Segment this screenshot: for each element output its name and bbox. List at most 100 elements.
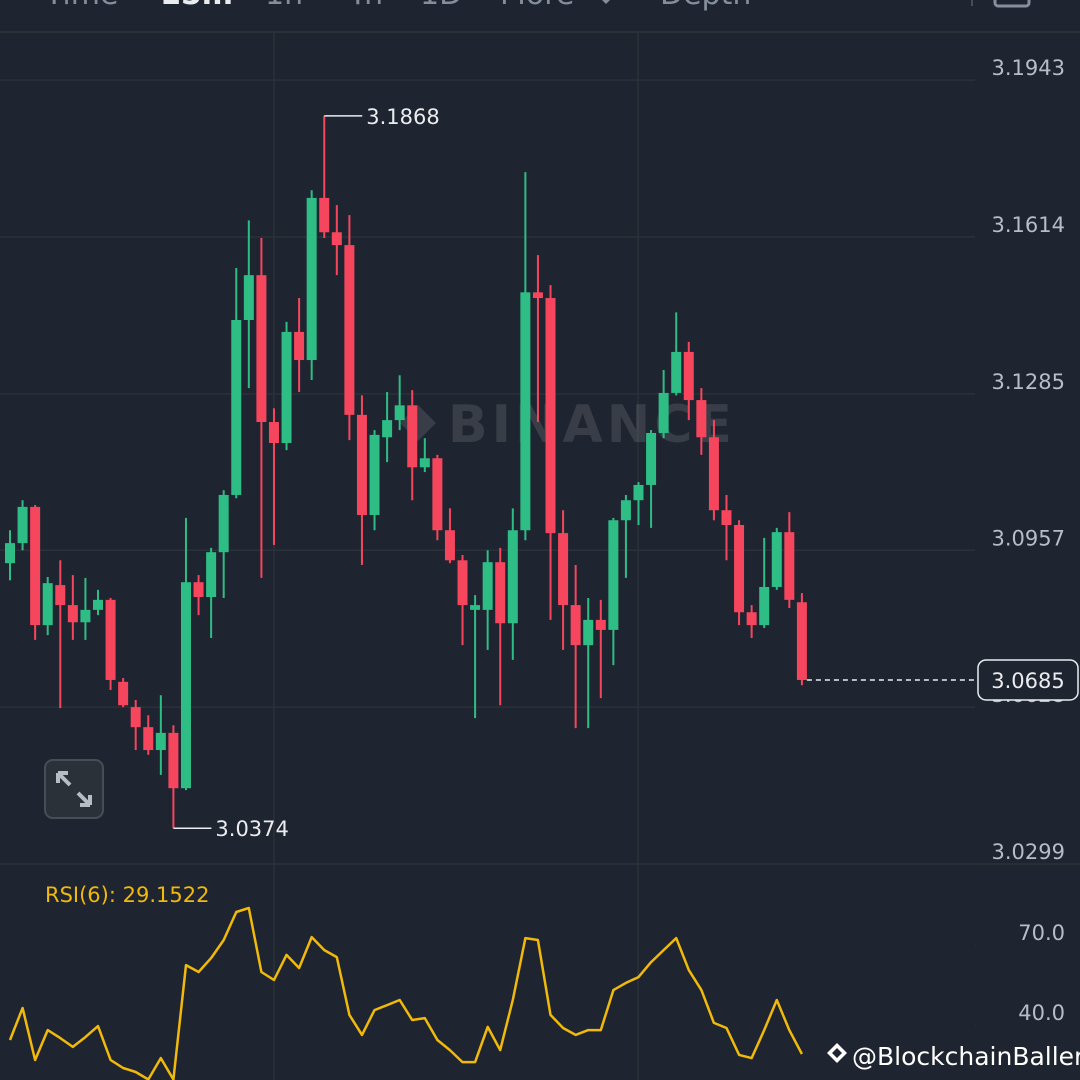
candle-body (784, 532, 795, 600)
candle-body (306, 197, 317, 361)
watermark: BINANCE (400, 395, 736, 455)
candle-body (746, 612, 757, 626)
candle-body (696, 400, 707, 438)
candle-body (532, 292, 543, 299)
settings-icon[interactable] (993, 0, 1031, 8)
candle-body (545, 298, 556, 534)
candle-body (759, 586, 770, 626)
watermark-text: BINANCE (448, 395, 736, 455)
candle-body (683, 351, 694, 401)
credit: @BlockchainBaller (827, 1042, 1080, 1071)
rsi-line (8, 906, 804, 1080)
tab[interactable]: Depth (660, 0, 751, 12)
candle-body (507, 530, 518, 624)
low-label: 3.0374 (215, 817, 288, 841)
candle-body (771, 532, 782, 587)
timeframe-tabs: Time 15m 1h 4h 1D More Depth (44, 0, 1031, 12)
candle-body (319, 197, 330, 233)
candle-body (620, 500, 631, 521)
expand-icon (56, 771, 92, 807)
candle-body (558, 533, 569, 606)
last-price-box (977, 659, 1079, 701)
candle-body (734, 525, 745, 613)
candle-body (206, 552, 217, 597)
candle-body (796, 602, 807, 680)
candle-body (646, 432, 657, 485)
last-price-label: 3.0685 (991, 669, 1064, 693)
candle-body (331, 232, 342, 246)
candle-body (5, 543, 15, 564)
candle-body (382, 420, 393, 438)
candle-body (608, 520, 619, 630)
candle-body (520, 292, 531, 531)
candle-body (595, 619, 606, 630)
expand-button[interactable] (44, 759, 104, 819)
candle-body (55, 585, 66, 606)
candle-body (658, 392, 669, 433)
candle-body (470, 605, 481, 610)
annotations: 3.1868 3.0374 3.0685 (173, 105, 1079, 841)
candle-body (42, 583, 53, 626)
candle-body (344, 245, 355, 415)
candle-body (419, 458, 430, 468)
candle-body (495, 562, 506, 624)
candle-body (708, 437, 719, 511)
candle-body (168, 732, 179, 789)
candle-body (281, 331, 292, 443)
candle-body (67, 605, 78, 623)
candle-body (457, 560, 468, 606)
candle-body (231, 319, 242, 495)
y-tick-label: 70.0 (1018, 921, 1065, 945)
candle-body (105, 599, 116, 680)
y-tick-label: 3.0957 (992, 526, 1065, 550)
candle-body (671, 351, 682, 393)
candle-body (155, 732, 166, 751)
candle-body (218, 494, 229, 553)
credit-text: @BlockchainBaller (852, 1042, 1080, 1071)
candle-body (80, 609, 91, 623)
indicator-title: RSI(6): 29.1522 (45, 883, 209, 907)
high-label: 3.1868 (366, 105, 439, 129)
candle-body (17, 506, 28, 544)
tab[interactable]: More (500, 0, 574, 12)
candle-body (256, 275, 267, 423)
candle-body (30, 506, 41, 626)
candle-body (482, 562, 493, 610)
candle-body (294, 331, 305, 361)
candle-body (130, 707, 141, 728)
candle-body (180, 582, 191, 789)
y-tick-label: 3.0299 (992, 840, 1065, 864)
y-tick-label: 40.0 (1018, 1001, 1065, 1025)
y-tick-label: 3.1614 (992, 213, 1065, 237)
candles (5, 115, 807, 829)
tab[interactable]: 4h (345, 0, 383, 12)
expand-button-bg[interactable] (44, 759, 104, 819)
candle-body (407, 405, 418, 468)
candle-body (118, 681, 129, 706)
rsi-panel: RSI(6): 29.1522 40.0 70.0 (8, 883, 1065, 1080)
tab[interactable]: 1h (265, 0, 303, 12)
candle-body (369, 434, 380, 515)
tab[interactable]: 1D (420, 0, 462, 12)
candle-body (444, 530, 455, 561)
candle-body (570, 605, 581, 646)
candle-body (394, 405, 405, 421)
dropdown-caret (602, 0, 610, 4)
candle-body (633, 484, 644, 501)
candle-body (268, 422, 279, 443)
candle-body (721, 510, 732, 526)
tab[interactable]: 15m (160, 0, 233, 12)
tab[interactable]: Time (44, 0, 118, 12)
candle-body (432, 458, 443, 531)
candle-body (193, 582, 204, 597)
candle-body (92, 599, 103, 610)
candle-body (356, 414, 367, 515)
candle-body (583, 619, 594, 646)
candle-body (243, 275, 254, 320)
credit-logo (827, 1043, 847, 1063)
candle-body (143, 727, 154, 751)
y-tick-label: 3.1285 (992, 370, 1065, 394)
